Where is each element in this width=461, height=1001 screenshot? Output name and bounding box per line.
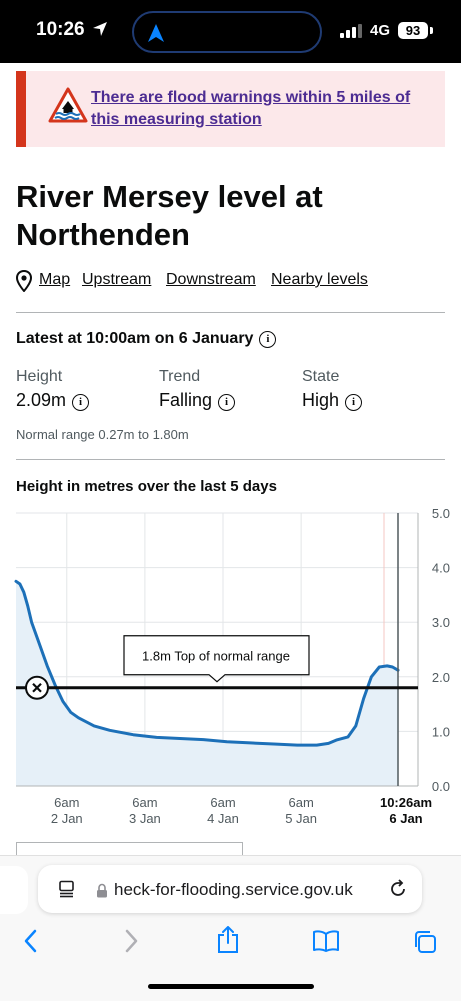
height-value: 2.09m (16, 390, 67, 410)
share-icon[interactable] (216, 926, 240, 954)
latest-heading: Latest at 10:00am on 6 January i (16, 330, 277, 348)
state-stat: State High i (302, 368, 363, 411)
info-icon[interactable]: i (218, 394, 236, 411)
trend-value: Falling (159, 390, 213, 410)
map-link[interactable]: Map (39, 271, 71, 288)
x-tick-label-date: 2 Jan (51, 811, 83, 826)
tabs-icon[interactable] (412, 929, 438, 955)
latest-heading-text: Latest at 10:00am on 6 January (16, 330, 254, 347)
state-value: High (302, 390, 340, 410)
battery-icon: 93 (398, 22, 428, 39)
chart-title: Height in metres over the last 5 days (16, 478, 277, 495)
x-tick-label-time: 6am (210, 795, 235, 810)
dynamic-island[interactable] (132, 11, 322, 53)
divider (16, 459, 445, 460)
upstream-link[interactable]: Upstream (82, 271, 152, 288)
state-label: State (302, 368, 340, 385)
river-level-chart[interactable]: 1.8m Top of normal range 0.0 1.0 2.0 3.0 4.0 5… (0, 505, 461, 835)
height-stat: Height 2.09m i (16, 368, 90, 411)
page-title: River Mersey level at Northenden (16, 179, 323, 252)
flood-warning-banner: There are flood warnings within 5 miles … (16, 71, 445, 147)
x-tick-label-date: 4 Jan (207, 811, 239, 826)
flood-warnings-link[interactable]: There are flood warnings within 5 miles … (91, 89, 411, 128)
trend-stat: Trend Falling i (159, 368, 236, 411)
address-bar[interactable]: heck-for-flooding.service.gov.uk (38, 865, 422, 913)
battery-tip (430, 27, 433, 34)
close-icon (32, 682, 42, 693)
reload-icon[interactable] (388, 879, 408, 899)
home-indicator (148, 984, 314, 989)
x-tick-label-date: 5 Jan (285, 811, 317, 826)
y-tick-label: 1.0 (432, 724, 450, 739)
flood-warning-icon (48, 87, 88, 123)
x-tick-label-time: 6am (288, 795, 313, 810)
page-menu-icon[interactable] (58, 880, 76, 898)
partial-card (16, 842, 243, 863)
level-area (16, 581, 398, 786)
threshold-label-box (123, 635, 310, 683)
y-tick-label: 4.0 (432, 561, 450, 576)
status-bar: 10:26 4G 93 (0, 0, 461, 63)
bookmarks-icon[interactable] (312, 929, 340, 953)
info-icon[interactable]: i (72, 394, 90, 411)
threshold-label: 1.8m Top of normal range (142, 649, 290, 664)
forward-icon[interactable] (122, 929, 140, 953)
navigation-arrow-icon (148, 24, 164, 42)
url-text: heck-for-flooding.service.gov.uk (114, 880, 353, 899)
info-icon[interactable]: i (259, 331, 277, 348)
x-tick-label-time: 6am (54, 795, 79, 810)
location-arrow-icon (93, 22, 107, 36)
network-type: 4G (370, 22, 391, 39)
lock-icon (97, 883, 107, 898)
map-pin-icon (16, 270, 32, 292)
level-series-line (14, 579, 400, 747)
info-icon[interactable]: i (345, 394, 363, 411)
y-tick-label: 0.0 (432, 779, 450, 794)
trend-value-row: Falling i (159, 390, 236, 411)
height-value-row: 2.09m i (16, 390, 90, 411)
divider (16, 312, 445, 313)
y-tick-label: 5.0 (432, 506, 450, 521)
y-tick-label: 3.0 (432, 615, 450, 630)
x-tick-label-date: 6 Jan (389, 811, 422, 826)
trend-label: Trend (159, 368, 201, 385)
state-value-row: High i (302, 390, 363, 411)
y-tick-label: 2.0 (432, 670, 450, 685)
normal-range: Normal range 0.27m to 1.80m (16, 427, 189, 442)
height-label: Height (16, 368, 63, 385)
x-tick-label-time: 10:26am (380, 795, 432, 810)
x-tick-label-time: 6am (132, 795, 157, 810)
status-time: 10:26 (36, 19, 85, 40)
browser-toolbar: heck-for-flooding.service.gov.uk (0, 855, 461, 1001)
x-tick-label-date: 3 Jan (129, 811, 161, 826)
previous-tab-preview[interactable] (0, 866, 28, 914)
back-icon[interactable] (22, 929, 40, 953)
signal-icon (340, 24, 362, 38)
nearby-levels-link[interactable]: Nearby levels (271, 271, 368, 288)
downstream-link[interactable]: Downstream (166, 271, 256, 288)
